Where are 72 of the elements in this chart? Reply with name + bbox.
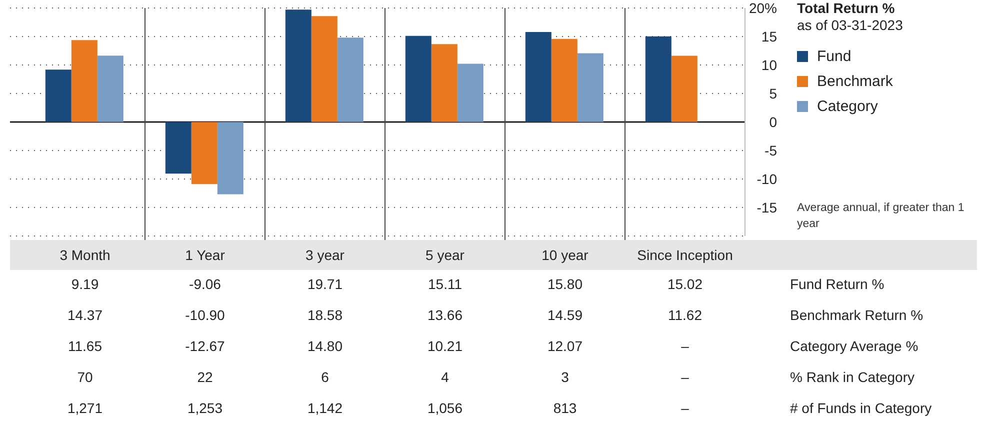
text: 1,271 [66, 399, 104, 417]
text: % Rank in Category [790, 368, 915, 386]
text: Fund Return % [790, 275, 884, 293]
y-tick-label: 5 [769, 86, 778, 102]
text: – [680, 399, 690, 417]
bar [97, 56, 124, 122]
data-label: -12.67 [184, 337, 226, 355]
y-tick-label: -15 [756, 200, 778, 216]
bar [45, 70, 72, 122]
text: 1,253 [186, 399, 224, 417]
bar [577, 53, 604, 122]
data-label: 14.37 [66, 306, 104, 324]
text: 813 [552, 399, 578, 417]
data-label: 11.65 [67, 337, 103, 355]
text: Average annual, if greater than 1 year [797, 201, 966, 232]
x-tick-label: 5 year [426, 247, 465, 263]
data-label: 15.11 [427, 275, 463, 293]
bar [457, 64, 484, 122]
x-tick-label: Since Inception [637, 247, 733, 263]
legend-label: Fund [817, 48, 852, 65]
bar [217, 122, 244, 194]
y-tick-label: 20% [748, 0, 777, 16]
data-label: 9.19 [70, 275, 100, 293]
data-label: 15.80 [546, 275, 584, 293]
bar [311, 16, 338, 122]
data-label: 14.80 [306, 337, 344, 355]
bar [191, 122, 218, 184]
data-label: 12.07 [546, 337, 584, 355]
text: 1,056 [426, 399, 464, 417]
data-label: 11.62 [667, 306, 703, 324]
text: 4 [440, 368, 450, 386]
text: as of 03-31-2023 [797, 17, 904, 34]
text: 3 [560, 368, 570, 386]
text: Category Average % [790, 337, 918, 355]
x-tick-label: 3 Month [60, 247, 110, 263]
y-tick-label: -10 [756, 171, 778, 187]
text: Total Return % [797, 0, 896, 17]
data-label: 14.59 [546, 306, 584, 324]
legend-label: Benchmark [817, 73, 893, 90]
x-tick-label: 3 year [306, 247, 345, 263]
bar [431, 44, 458, 122]
text: 6 [320, 368, 330, 386]
bar [525, 32, 552, 122]
data-label: 13.66 [426, 306, 464, 324]
x-tick-label: 10 year [542, 247, 589, 263]
text: – [681, 338, 689, 354]
y-tick-label: -5 [764, 142, 778, 158]
text: 1,142 [306, 399, 344, 417]
data-label: 10.21 [426, 337, 464, 355]
text: # of Funds in Category [790, 399, 932, 417]
bar [337, 38, 364, 122]
data-label: 19.71 [306, 275, 344, 293]
y-tick-label: 0 [769, 114, 778, 130]
y-tick-label: 10 [761, 57, 778, 73]
data-label: 18.58 [306, 306, 344, 324]
bar [551, 38, 578, 122]
data-label: -10.90 [184, 306, 226, 324]
bar [285, 10, 312, 122]
text: – [680, 368, 690, 386]
bar [645, 36, 672, 122]
bar [671, 56, 698, 122]
y-tick-label: 15 [761, 28, 778, 44]
text: Benchmark Return % [790, 306, 924, 324]
data-label: -9.06 [188, 275, 222, 293]
bar [405, 36, 432, 122]
bar [71, 40, 98, 122]
legend-label: Category [817, 98, 878, 115]
text: 22 [196, 368, 214, 386]
data-label: 15.02 [666, 275, 704, 293]
bar [165, 122, 192, 174]
x-tick-label: 1 Year [185, 247, 226, 263]
text: 70 [76, 368, 94, 386]
